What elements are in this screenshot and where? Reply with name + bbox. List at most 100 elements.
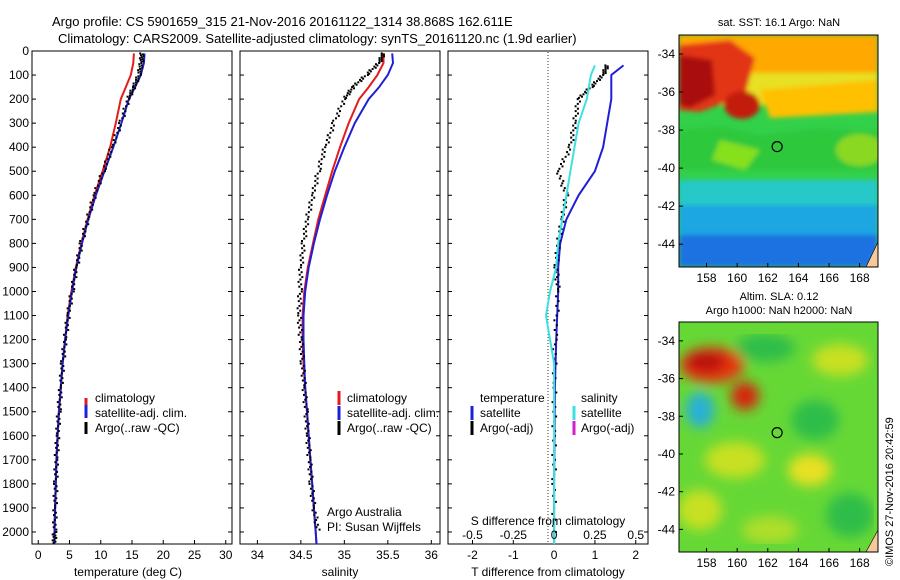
sst-profile-marker-layer — [771, 140, 783, 153]
series-dot — [109, 155, 112, 158]
series-dot — [300, 374, 303, 377]
series-dot — [78, 242, 81, 245]
series-dot — [597, 77, 600, 80]
series-dot — [561, 165, 564, 168]
series-dot — [88, 215, 91, 218]
series-dot — [557, 170, 560, 173]
series-dot — [61, 353, 64, 355]
series-dot — [296, 321, 299, 324]
series-dot — [308, 482, 311, 485]
series-dot — [301, 252, 304, 254]
series-dot — [302, 261, 305, 264]
series-dot — [59, 384, 62, 387]
series-dot — [87, 223, 90, 226]
series-dot — [314, 179, 317, 182]
series-dot — [140, 64, 143, 67]
series-dot — [52, 521, 54, 524]
series-dot — [574, 105, 577, 108]
series-dot — [76, 259, 78, 262]
series-dot — [313, 514, 316, 517]
series-dot — [53, 482, 55, 485]
series-dot — [366, 74, 369, 76]
series-dot — [378, 62, 381, 64]
series-dot — [304, 381, 307, 384]
series-dot — [60, 391, 63, 394]
series-dot — [61, 381, 64, 384]
series-dot — [562, 220, 565, 223]
salinity-axes-frame — [239, 50, 441, 545]
series-dot — [329, 131, 332, 134]
series-dot — [65, 338, 67, 341]
y-tick-label: 0 — [22, 44, 29, 58]
y-tick-label: 1300 — [2, 357, 29, 371]
series-dot — [71, 285, 73, 288]
lat-tick-label: -34 — [658, 334, 676, 348]
series-dot — [572, 129, 575, 132]
series-dot — [313, 196, 316, 199]
series-dot — [567, 146, 570, 149]
x-tick-label: 0 — [35, 548, 42, 562]
series-dot — [305, 432, 308, 435]
series-dot — [380, 54, 383, 57]
series-dot — [301, 276, 304, 279]
series-dot — [137, 69, 140, 72]
series-dot — [98, 175, 101, 178]
series-dot — [562, 199, 565, 202]
series-dot — [332, 124, 335, 127]
series-dot — [301, 256, 304, 259]
series-dot — [604, 64, 607, 67]
series-dot — [332, 129, 335, 132]
series-dot — [116, 131, 119, 134]
series-dot — [352, 84, 355, 87]
series-dot — [302, 228, 305, 230]
series-dot — [82, 232, 84, 235]
series-dot — [71, 280, 73, 283]
series-dot — [301, 389, 304, 392]
series-dot — [301, 247, 304, 250]
series-dot — [304, 420, 307, 423]
series-dot — [59, 410, 62, 413]
series-dot — [555, 362, 558, 365]
series-dot — [140, 56, 143, 59]
series-dot — [552, 348, 555, 351]
series-dot — [76, 254, 79, 257]
series-dot — [118, 122, 120, 125]
y-tick-label: 300 — [9, 116, 29, 130]
lon-tick-label: 160 — [727, 271, 747, 285]
series-dot — [331, 122, 334, 125]
series-dot — [303, 369, 306, 372]
series-dot — [335, 117, 337, 120]
series-dot — [63, 350, 66, 353]
lat-tick-label: -38 — [658, 409, 676, 423]
series-dot — [86, 213, 89, 216]
series-dot — [60, 360, 63, 363]
y-tick-label: 1400 — [2, 381, 29, 395]
series-dot — [307, 211, 310, 214]
series-dot — [60, 396, 63, 399]
series-dot — [300, 345, 303, 348]
series-dot — [303, 377, 306, 380]
sla-map-frame — [678, 321, 879, 553]
x-tick-label: -1 — [508, 548, 519, 562]
series-dot — [88, 211, 91, 214]
series-dot — [66, 314, 69, 317]
sla-map: Altim. SLA: 0.12 Argo h1000: NaN h2000: … — [658, 291, 879, 570]
series-dot — [569, 148, 572, 151]
series-dot — [380, 58, 383, 61]
salinity-axis-ticks: 34 34.5 35 35.5 36 — [251, 540, 438, 562]
series-dot — [298, 319, 301, 322]
series-dot — [87, 218, 90, 221]
series-dot — [307, 439, 310, 442]
series-dot — [380, 56, 383, 59]
series-dot — [359, 78, 361, 81]
series-dot — [308, 480, 311, 483]
series-dot — [297, 280, 300, 283]
series-dot — [85, 220, 88, 223]
difference-axes-frame — [447, 50, 649, 545]
series-dot — [556, 268, 559, 271]
series-dot — [299, 297, 302, 300]
sla-longitude-ticks: 158 160 162 164 166 168 — [697, 548, 870, 570]
series-dot — [55, 434, 58, 437]
series-dot — [107, 153, 110, 156]
series-dot — [142, 55, 145, 58]
